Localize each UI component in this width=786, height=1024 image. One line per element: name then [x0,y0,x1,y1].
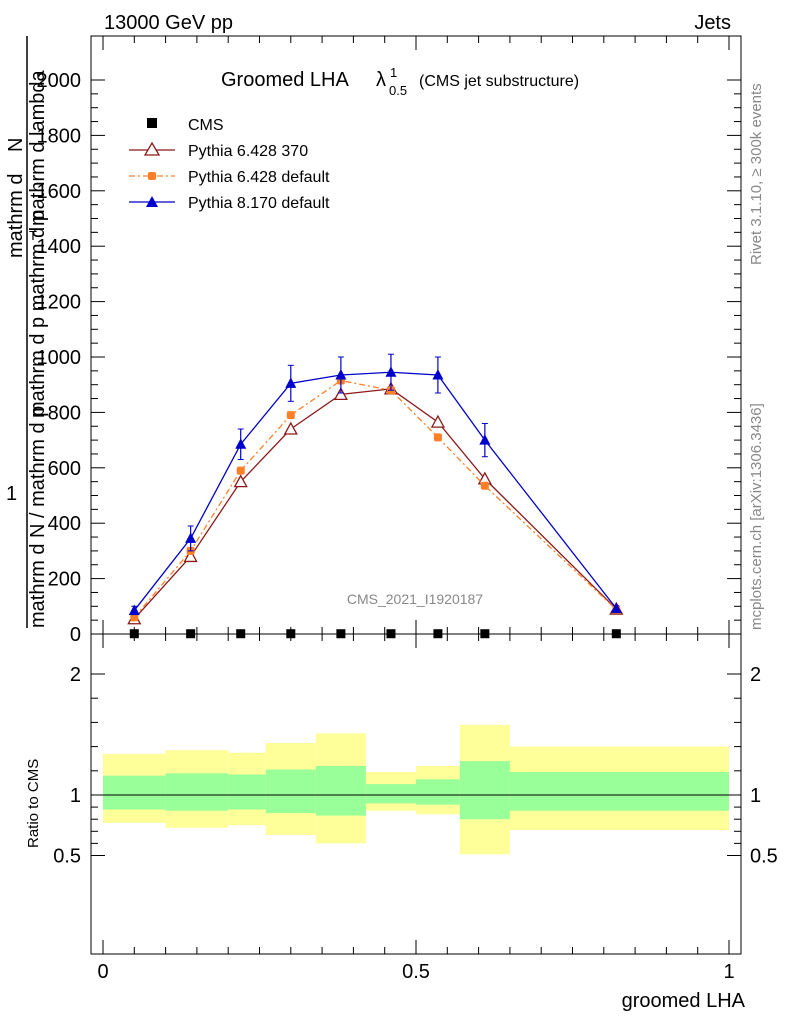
data-point [130,613,139,622]
ylabel-bottom-sub: T [29,228,37,243]
data-point [386,629,396,639]
data-point [286,629,296,639]
data-point [430,414,446,428]
legend-marker-cms [147,118,157,128]
mcplots-label: mcplots.cern.ch [arXiv:1306.3436] [748,403,765,630]
y-tick-label: 2000 [37,70,82,92]
y-tick-label: 1000 [37,347,82,369]
ratio-bands [103,724,729,855]
x-tick-label: 0 [97,961,108,983]
legend-marker-py8-default [146,196,158,207]
data-point [186,629,196,639]
ratio-y-tick-label: 0.5 [53,846,81,868]
data-point [385,366,397,377]
series-layer [127,353,624,639]
data-point [235,438,247,449]
series-line [133,388,617,620]
data-point [128,604,140,615]
header-jets: Jets [694,12,731,34]
title-sub: 0.5 [389,83,407,98]
data-point [185,532,197,543]
data-point [432,369,444,380]
ratio-band-green [103,775,166,810]
title-sup: 1 [390,65,397,80]
ratio-band-green [459,761,510,820]
ratio-y-tick-label: 2 [70,664,81,686]
ratio-band-green [365,784,416,804]
series-line [133,371,617,611]
y-tick-label: 1800 [37,125,82,147]
ylabel-top-n: N [5,138,27,152]
data-point [236,466,245,475]
data-point [285,377,297,388]
data-point [479,434,491,445]
x-tick-label: 0.5 [402,961,430,983]
data-point [183,549,198,563]
ylabel-one: 1 [6,483,17,505]
data-point [433,433,442,442]
axes: 0 200 400 600 800 1000 1200 1400 1600 1800 2000 0 0.… [37,36,778,983]
x-tick-label: 1 [723,961,734,983]
ratio-y-tick-label-right: 1 [750,785,761,807]
data-point [336,629,346,639]
data-point [236,629,246,639]
legend-label-py8-default: Pythia 8.170 default [188,195,330,212]
ratio-y-tick-label: 1 [70,785,81,807]
ylabel-top: mathrm d [5,174,27,258]
ratio-ylabel: Ratio to CMS [25,759,42,848]
legend-marker-py6-370 [143,141,161,156]
ratio-y-tick-label-right: 0.5 [750,846,778,868]
y-tick-label: 600 [48,458,81,480]
legend-label-py6-default: Pythia 6.428 default [188,169,330,186]
header-energy: 13000 GeV pp [104,12,233,34]
ratio-band-green [228,774,266,810]
x-axis-label: groomed LHA [622,990,746,1012]
y-tick-label: 200 [48,569,81,591]
data-point [480,629,490,639]
y-tick-label: 800 [48,402,81,424]
series-line [133,379,617,618]
ratio-band-green [265,769,316,814]
legend-label-py6-370: Pythia 6.428 370 [188,143,308,160]
title-lambda: λ [376,69,386,91]
data-point [286,411,295,420]
data-point [333,387,348,401]
data-point [233,474,248,488]
data-point [283,421,298,435]
data-point [480,481,489,490]
data-point [611,629,621,639]
ylabel-overlay: mathrm d p mathrm d p [27,210,49,418]
ylabel-top-right: mathrm d lambda [27,70,49,226]
y-axis-label: mathrm d N mathrm d lambda mathrm d p ma… [5,36,49,628]
data-point [610,602,622,614]
ratio-band-green [416,779,460,805]
y-tick-label: 400 [48,513,81,535]
y-tick-label: 1400 [37,236,82,258]
ratio-band-green [165,773,229,811]
analysis-watermark: CMS_2021_I1920187 [347,591,483,607]
y-tick-label: 1200 [37,292,82,314]
data-point [129,629,139,639]
legend: CMS Pythia 6.428 370 Pythia 6.428 defaul… [129,117,330,212]
ratio-y-tick-label-right: 2 [750,664,761,686]
legend-label-cms: CMS [188,117,224,134]
data-point [335,369,347,380]
ylabel-bottom: mathrm d N / mathrm d p [27,406,49,628]
ratio-band-green [509,772,729,811]
chart-title: Groomed LHA λ 1 0.5 (CMS jet substructur… [221,65,579,98]
y-tick-label: 0 [70,624,81,646]
ratio-band-green [315,765,366,816]
legend-marker-py6-default [148,172,156,180]
title-suffix: (CMS jet substructure) [419,73,579,90]
rivet-label: Rivet 3.1.10, ≥ 300k events [748,83,765,265]
y-tick-label: 1600 [37,181,82,203]
data-point [433,629,443,639]
title-main: Groomed LHA [221,69,349,91]
